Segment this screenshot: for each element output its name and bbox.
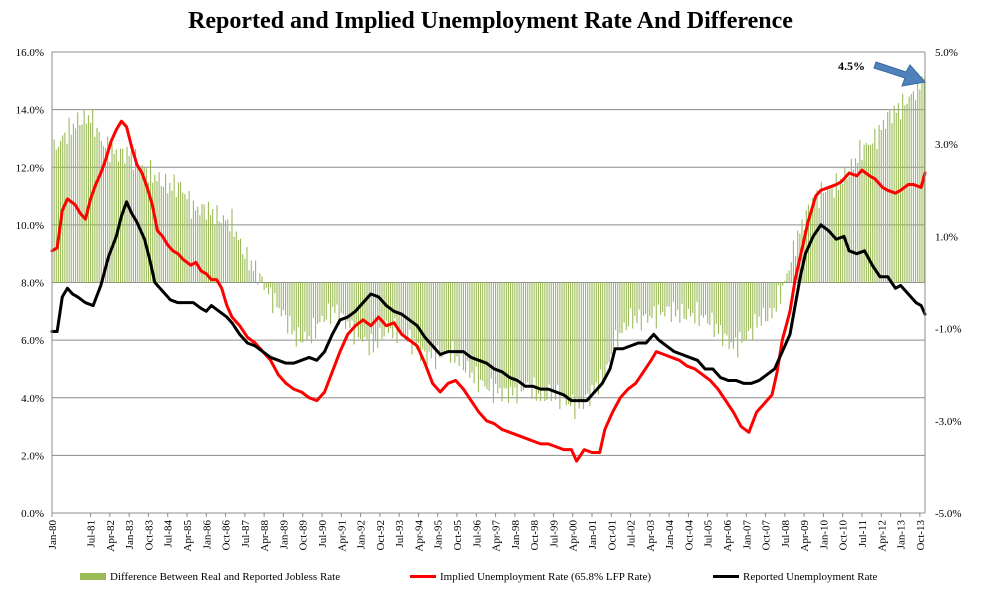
x-tick-label: Oct-01 [606,520,618,551]
right-tick-label: 5.0% [935,47,958,59]
x-tick-label: Apr-12 [876,520,888,552]
left-tick-label: 12.0% [16,162,44,174]
x-tick-label: Oct-98 [529,520,541,551]
x-tick-label: Oct-92 [375,520,387,551]
x-tick-label: Oct-86 [221,520,233,551]
right-tick-label: -1.0% [935,324,962,336]
x-tick-label: Jul-05 [703,520,715,548]
x-tick-label: Jan-95 [433,520,445,550]
x-tick-label: Jan-89 [278,520,290,550]
right-tick-label: -5.0% [935,508,962,520]
annotation-arrow-icon [873,61,926,87]
left-axis-ticks: 0.0% 2.0% 4.0% 6.0% 8.0% 10.0% 12.0% 14.0% 16.0% [16,47,44,520]
x-tick-label: Jan-92 [356,520,368,549]
annotation-label: 4.5% [838,59,865,73]
left-tick-label: 0.0% [21,508,44,520]
implied-rate-line [50,119,927,463]
legend-reported-label: Reported Unemployment Rate [743,571,878,583]
left-tick-label: 4.0% [21,393,44,405]
x-tick-label: Jan-98 [510,520,522,550]
x-tick-label: Apr-97 [491,520,503,552]
left-tick-label: 10.0% [16,220,44,232]
x-tick-label: Apr-03 [645,520,657,552]
left-tick-label: 8.0% [21,278,44,290]
right-tick-label: 3.0% [935,139,958,151]
x-tick-label: Oct-07 [761,520,773,551]
axes [51,52,926,514]
series-lines [50,119,927,463]
x-tick-label: Apr-09 [799,520,811,552]
x-tick-label: Jul-96 [471,520,483,548]
reported-rate-line [50,200,927,403]
x-tick-label: Jan-86 [201,520,213,550]
chart-title: Reported and Implied Unemployment Rate A… [188,8,793,34]
x-tick-label: Jan-04 [664,520,676,550]
left-tick-label: 16.0% [16,47,44,59]
legend-difference-swatch [80,573,106,580]
x-tick-label: Jan-13 [896,520,908,550]
x-tick-label: Apr-00 [568,520,580,552]
x-tick-label: Jul-02 [626,520,638,548]
x-tick-label: Jan-83 [124,520,136,550]
right-tick-label: -3.0% [935,416,962,428]
x-tick-label: Jan-07 [741,520,753,550]
x-tick-label: Jul-90 [317,520,329,548]
legend-implied-label: Implied Unemployment Rate (65.8% LFP Rat… [440,571,651,583]
legend: Difference Between Real and Reported Job… [80,571,878,583]
x-tick-label: Oct-10 [838,520,850,551]
x-axis-ticks: Jan-80 Jul-81 Apr-82 Jan-83 Oct-83 Jul-84 Apr-… [47,513,927,552]
x-tick-label: Jul-11 [857,520,869,547]
x-tick-label: Oct-95 [452,520,464,551]
x-tick-label: Jul-08 [780,520,792,548]
x-tick-label: Jul-87 [240,520,252,548]
difference-bars [51,72,925,420]
x-tick-label: Apr-82 [105,520,117,552]
x-tick-label: Oct-89 [298,520,310,551]
x-tick-label: Jul-81 [86,520,98,548]
annotation: 4.5% [838,59,926,87]
x-tick-label: Oct-83 [143,520,155,551]
legend-difference-label: Difference Between Real and Reported Job… [110,571,340,583]
x-tick-label: Apr-88 [259,520,271,552]
left-tick-label: 14.0% [16,105,44,117]
x-tick-label: Apr-85 [182,520,194,552]
x-tick-label: Jul-84 [163,520,175,548]
x-tick-label: Jan-10 [818,520,830,550]
x-tick-label: Jan-01 [587,520,599,549]
right-tick-label: 1.0% [935,231,958,243]
x-tick-label: Jul-99 [548,520,560,548]
x-tick-label: Oct-04 [683,520,695,551]
left-tick-label: 2.0% [21,450,44,462]
right-axis-ticks: -5.0% -3.0% -1.0% 1.0% 3.0% 5.0% [935,47,962,520]
x-tick-label: Oct-13 [915,520,927,551]
x-tick-label: Apr-06 [722,520,734,552]
x-tick-label: Jul-93 [394,520,406,548]
left-tick-label: 6.0% [21,335,44,347]
x-tick-label: Jan-80 [47,520,59,550]
x-tick-label: Apr-94 [413,520,425,552]
x-tick-label: Apr-91 [336,520,348,552]
